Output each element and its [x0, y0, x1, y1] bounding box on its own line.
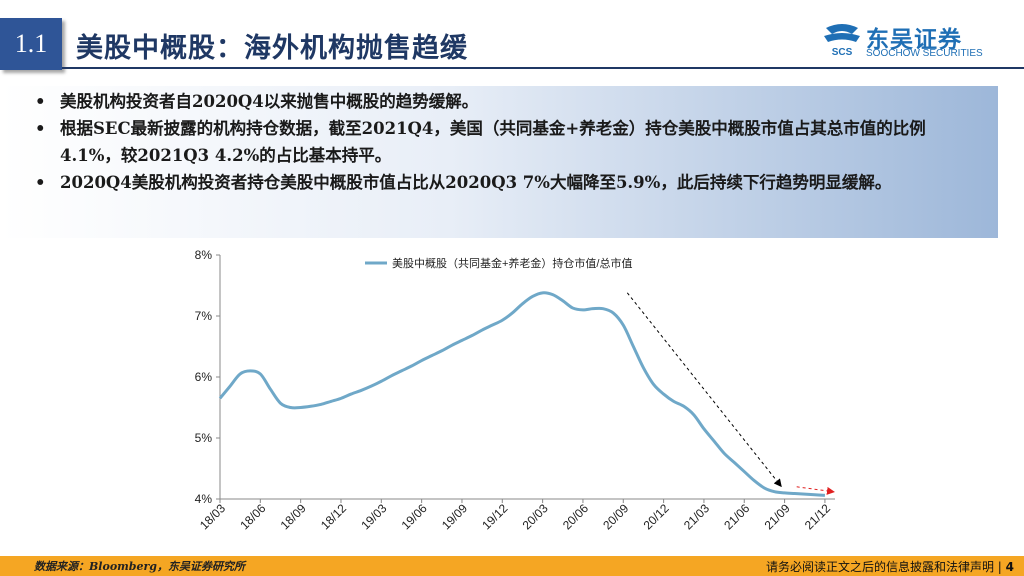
x-tick-label: 19/03	[358, 501, 389, 532]
soochow-logo-icon: SCS	[824, 24, 860, 58]
company-logo: SCS 东吴证券 SOOCHOW SECURITIES	[822, 22, 992, 62]
bullet-text: 2020Q4美股机构投资者持仓美股中概股市值占比从2020Q3 7%大幅降至5.…	[60, 173, 892, 192]
footer-disclaimer[interactable]: 请务必阅读正文之后的信息披露和法律声明 | 4	[765, 560, 1014, 574]
legend-label: 美股中概股（共同基金+养老金）持仓市值/总市值	[392, 256, 632, 270]
page-number: 4	[1005, 560, 1014, 574]
x-tick-label: 18/12	[318, 501, 349, 532]
bullet-item: • 2020Q4美股机构投资者持仓美股中概股市值占比从2020Q3 7%大幅降至5…	[35, 173, 892, 192]
logo-name-en: SOOCHOW SECURITIES	[866, 48, 983, 59]
x-tick-label: 19/12	[479, 501, 510, 532]
logo-name-cn: 东吴证券	[866, 27, 962, 53]
trend-arrow	[626, 292, 782, 488]
disclaimer-link[interactable]: 请务必阅读正文之后的信息披露和法律声明	[765, 560, 994, 574]
chart-annotations	[626, 292, 835, 495]
x-tick-label: 21/06	[721, 501, 752, 532]
key-points-panel: • 美股机构投资者自2020Q4以来抛售中概股的趋势缓解。 • 根据SEC最新披露的…	[0, 86, 998, 238]
y-tick-label: 8%	[195, 248, 213, 262]
x-tick-label: 20/12	[641, 501, 672, 532]
bullet-text: 美股机构投资者自2020Q4以来抛售中概股的趋势缓解。	[60, 92, 479, 111]
bullet-text: 根据SEC最新披露的机构持仓数据，截至2021Q4，美国（共同基金+养老金）持仓…	[60, 119, 926, 165]
x-tick-label: 20/03	[520, 501, 551, 532]
footer-bar: 数据来源：Bloomberg，东吴证券研究所 请务必阅读正文之后的信息披露和法律…	[0, 556, 1024, 576]
y-tick-label: 6%	[195, 370, 213, 384]
y-tick-label: 5%	[195, 431, 213, 445]
series-line	[218, 291, 826, 497]
y-tick-label: 4%	[195, 492, 213, 506]
x-tick-label: 21/03	[681, 501, 712, 532]
bullet-item: • 美股机构投资者自2020Q4以来抛售中概股的趋势缓解。	[35, 92, 479, 111]
x-tick-label: 20/09	[600, 501, 631, 532]
data-source: 数据来源：Bloomberg，东吴证券研究所	[34, 560, 245, 573]
x-tick-label: 19/06	[399, 501, 430, 532]
section-number: 1.1	[0, 18, 62, 70]
trend-arrow	[796, 486, 835, 495]
page-title: 美股中概股：海外机构抛售趋缓	[76, 33, 468, 64]
chart-series	[218, 291, 826, 497]
chart-legend: 美股中概股（共同基金+养老金）持仓市值/总市值	[365, 256, 632, 270]
bullet-item: • 根据SEC最新披露的机构持仓数据，截至2021Q4，美国（共同基金+养老金）持…	[35, 119, 926, 165]
bullet-list: • 美股机构投资者自2020Q4以来抛售中概股的趋势缓解。 • 根据SEC最新披露的…	[0, 86, 998, 196]
x-tick-label: 18/06	[237, 501, 268, 532]
chart-axes: 4%5%6%7%8%18/03 18/06 18/09 18/12 19/03 19/06…	[195, 248, 835, 532]
x-tick-label: 18/09	[278, 501, 309, 532]
y-tick-label: 7%	[195, 309, 213, 323]
logo-mark-text: SCS	[832, 47, 853, 58]
chart-svg: 4%5%6%7%8%18/03 18/06 18/09 18/12 19/03 19/06…	[195, 248, 835, 532]
x-tick-label: 20/06	[560, 501, 591, 532]
line-chart: 4% 5% 6% 7% 8% 18/03 18/06 18/09 18/12 19/03 19/06…	[175, 243, 855, 543]
x-tick-label: 21/09	[762, 501, 793, 532]
x-tick-label: 19/09	[439, 501, 470, 532]
title-divider	[62, 67, 1024, 69]
x-tick-label: 21/12	[802, 501, 833, 532]
